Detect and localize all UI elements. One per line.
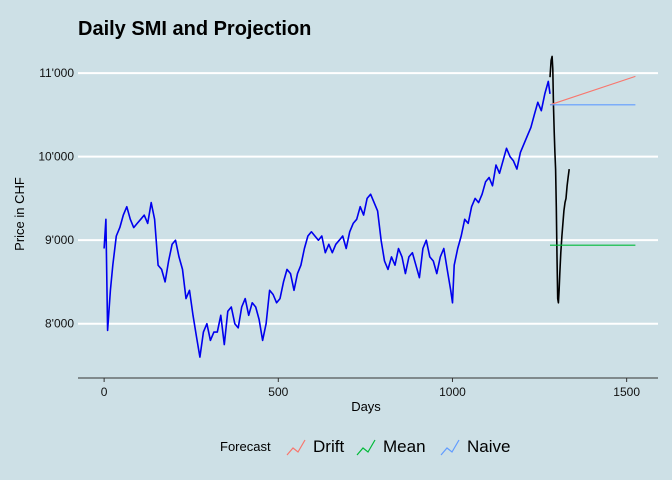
series-line-test	[549, 55, 570, 304]
x-tick-label-2: 1000	[439, 385, 466, 399]
series-line-drift	[549, 75, 636, 106]
legend-key-mean	[356, 439, 376, 456]
legend-item-drift: Drift	[286, 437, 344, 456]
chart-title: Daily SMI and Projection	[78, 18, 311, 40]
legend-label-mean: Mean	[383, 437, 426, 456]
y-axis-ticks: 8'000 9'000 10'000 11'000	[38, 66, 74, 331]
x-axis-title: Days	[351, 399, 381, 414]
plot-series	[103, 55, 636, 358]
legend-title: Forecast	[220, 439, 271, 454]
legend-label-naive: Naive	[467, 437, 510, 456]
y-tick-label-0: 8'000	[45, 317, 74, 331]
legend-key-drift	[286, 439, 306, 456]
y-tick-label-3: 11'000	[39, 66, 74, 80]
legend-item-naive: Naive	[440, 437, 510, 456]
x-tick-label-1: 500	[268, 385, 288, 399]
y-axis-title: Price in CHF	[12, 177, 27, 251]
x-tick-label-0: 0	[101, 385, 108, 399]
legend-key-naive	[440, 439, 460, 456]
legend: Forecast Drift Mean Naive	[220, 437, 510, 456]
legend-label-drift: Drift	[313, 437, 344, 456]
y-tick-label-1: 9'000	[45, 233, 74, 247]
y-tick-label-2: 10'000	[38, 150, 74, 164]
x-axis-ticks: 0 500 1000 1500	[101, 378, 640, 399]
legend-item-mean: Mean	[356, 437, 426, 456]
series-line-history	[103, 80, 551, 358]
x-tick-label-3: 1500	[613, 385, 640, 399]
